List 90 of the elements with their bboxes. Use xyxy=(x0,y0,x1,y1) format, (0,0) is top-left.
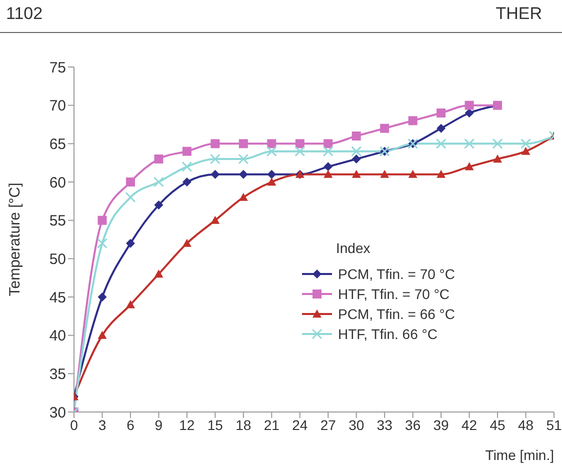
y-tick-label: 45 xyxy=(49,289,66,306)
point xyxy=(210,139,220,148)
point xyxy=(436,124,446,133)
point xyxy=(464,108,474,118)
point xyxy=(125,192,136,203)
point xyxy=(238,170,248,179)
point xyxy=(210,216,220,224)
x-tick-label: 39 xyxy=(433,416,450,433)
x-tick-label: 42 xyxy=(462,416,478,433)
y-axis-title: Temperature [°C] xyxy=(6,182,24,296)
point xyxy=(295,139,304,148)
y-tick-label: 60 xyxy=(49,174,66,192)
point xyxy=(98,330,107,339)
point xyxy=(267,178,276,186)
point xyxy=(436,108,446,118)
point xyxy=(464,162,474,170)
legend-label: HTF, Tfin. 66 °C xyxy=(338,326,438,342)
x-tick-label: 33 xyxy=(376,416,393,433)
point xyxy=(210,154,220,164)
x-tick-label: 24 xyxy=(292,416,308,433)
x-axis-title: Time [min.] xyxy=(485,447,554,463)
x-tick-label: 18 xyxy=(236,416,252,433)
point xyxy=(521,146,530,155)
point xyxy=(352,132,361,140)
point xyxy=(493,154,502,163)
x-tick-label: 15 xyxy=(207,416,224,433)
y-tick-label: 50 xyxy=(49,250,66,268)
y-tick-label: 70 xyxy=(49,98,66,115)
point xyxy=(210,170,220,179)
x-tick-label: 30 xyxy=(348,416,364,433)
legend-title: Index xyxy=(336,240,372,256)
point xyxy=(380,170,390,178)
point xyxy=(408,116,418,126)
point xyxy=(154,200,164,210)
point xyxy=(98,292,107,302)
text: THER xyxy=(496,4,542,24)
point xyxy=(267,139,276,148)
point xyxy=(98,216,107,225)
x-tick-label: 36 xyxy=(405,416,421,433)
point xyxy=(126,238,135,248)
point xyxy=(238,139,248,148)
point xyxy=(154,270,164,278)
point xyxy=(352,170,361,178)
legend-label: HTF, Tfin. = 70 °C xyxy=(338,286,450,302)
x-tick-label: 3 xyxy=(98,416,106,433)
legend-label: PCM, Tfin. = 66 °C xyxy=(338,306,455,322)
point xyxy=(238,154,249,164)
point xyxy=(182,238,192,247)
point xyxy=(408,170,418,178)
point xyxy=(126,178,135,186)
point xyxy=(324,139,333,148)
point xyxy=(266,146,277,157)
point xyxy=(126,300,135,308)
point xyxy=(464,138,475,149)
x-tick-label: 9 xyxy=(154,416,163,433)
point xyxy=(182,178,192,186)
y-tick-label: 65 xyxy=(49,136,66,153)
y-tick-label: 55 xyxy=(49,212,66,230)
y-tick-label: 35 xyxy=(49,366,66,383)
point xyxy=(492,138,503,149)
point xyxy=(153,176,164,188)
point xyxy=(351,146,362,157)
point xyxy=(464,100,474,110)
point xyxy=(154,154,164,164)
legend-label: PCM, Tfin. = 70 °C xyxy=(338,266,455,282)
text: 1102 xyxy=(6,4,43,24)
point xyxy=(267,170,276,179)
x-tick-label: 48 xyxy=(518,416,534,433)
point xyxy=(380,124,390,133)
x-tick-label: 27 xyxy=(320,416,336,433)
point xyxy=(324,170,333,178)
point xyxy=(436,170,446,178)
x-tick-label: 0 xyxy=(70,416,78,433)
x-tick-label: 6 xyxy=(126,416,135,433)
x-tick-label: 51 xyxy=(546,416,562,433)
point xyxy=(182,146,192,156)
point xyxy=(436,138,446,149)
y-tick-label: 75 xyxy=(49,59,66,76)
y-tick-label: 40 xyxy=(49,328,66,345)
x-tick-label: 21 xyxy=(264,416,280,433)
x-tick-label: 12 xyxy=(179,416,195,433)
y-tick-label: 30 xyxy=(49,404,66,422)
point xyxy=(294,146,306,157)
point xyxy=(96,238,108,249)
point xyxy=(520,138,532,149)
point xyxy=(182,161,192,172)
point xyxy=(324,162,333,172)
point xyxy=(352,154,361,164)
x-tick-label: 45 xyxy=(490,416,506,433)
point xyxy=(322,146,334,157)
